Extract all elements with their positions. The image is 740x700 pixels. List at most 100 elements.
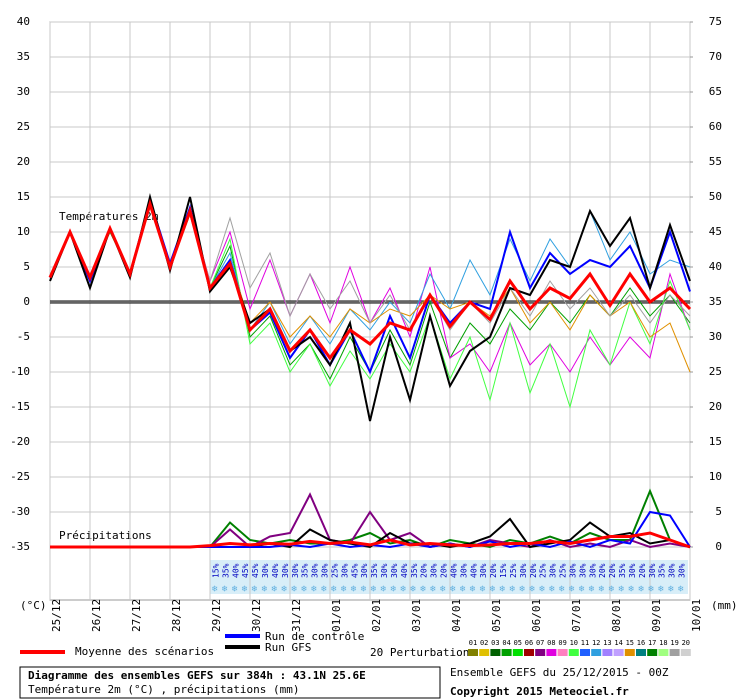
snow-icon: ❄ <box>638 585 644 595</box>
y-tick-label: 15 <box>17 190 30 203</box>
x-tick-label: 07/01 <box>570 599 583 632</box>
precip-probability: 30% <box>479 563 488 578</box>
snow-icon: ❄ <box>500 585 506 595</box>
perturbation-swatch <box>535 649 546 656</box>
snow-icon: ❄ <box>450 585 456 595</box>
precip-probability: 30% <box>281 563 290 578</box>
y2-tick-label: 75 <box>709 15 722 28</box>
precip-probability: 40% <box>271 563 280 578</box>
precip-probability: 20% <box>529 563 538 578</box>
x-tick-label: 31/12 <box>290 599 303 632</box>
perturbation-number: 19 <box>670 639 678 647</box>
snow-icon: ❄ <box>579 585 585 595</box>
y-tick-label: 10 <box>17 225 30 238</box>
snow-icon: ❄ <box>311 585 317 595</box>
y2-tick-label: 10 <box>709 470 722 483</box>
perturbation-swatch <box>591 649 602 656</box>
x-tick-label: 29/12 <box>210 599 223 632</box>
precip-probability: 25% <box>559 563 568 578</box>
y2-tick-label: 65 <box>709 85 722 98</box>
x-tick-label: 03/01 <box>410 599 423 632</box>
precip-probability: 35% <box>658 563 667 578</box>
snow-icon: ❄ <box>381 585 387 595</box>
snow-icon: ❄ <box>668 585 674 595</box>
snow-icon: ❄ <box>321 585 327 595</box>
temperature-line <box>48 198 692 361</box>
snow-icon: ❄ <box>609 585 615 595</box>
perturbation-swatch <box>568 649 579 656</box>
snow-icon: ❄ <box>559 585 565 595</box>
y-tick-label: -20 <box>10 435 30 448</box>
snow-icon: ❄ <box>301 585 307 595</box>
perturbation-number: 14 <box>614 639 622 647</box>
precip-probability: 30% <box>321 563 330 578</box>
snow-icon: ❄ <box>628 585 634 595</box>
perturbation-number: 05 <box>514 639 522 647</box>
x-tick-label: 28/12 <box>170 599 183 632</box>
snow-icon: ❄ <box>242 585 248 595</box>
precip-probability: 30% <box>390 563 399 578</box>
precip-probability: 20% <box>440 563 449 578</box>
copyright: Copyright 2015 Meteociel.fr <box>450 685 629 698</box>
x-tick-label: 05/01 <box>490 599 503 632</box>
snow-icon: ❄ <box>490 585 496 595</box>
x-tick-label: 08/01 <box>610 599 623 632</box>
y-tick-label: 25 <box>17 120 30 133</box>
y-tick-label: -30 <box>10 505 30 518</box>
y2-tick-label: 0 <box>715 540 722 553</box>
snow-icon: ❄ <box>460 585 466 595</box>
precip-probability: 30% <box>261 563 270 578</box>
y2-tick-label: 40 <box>709 260 722 273</box>
y2-tick-label: 55 <box>709 155 722 168</box>
precip-probability: 35% <box>618 563 627 578</box>
precip-probability: 30% <box>459 563 468 578</box>
snow-icon: ❄ <box>281 585 287 595</box>
perturbation-swatch <box>546 649 557 656</box>
y2-tick-label: 5 <box>715 505 722 518</box>
precip-probability: 30% <box>568 563 577 578</box>
y-tick-label: 20 <box>17 155 30 168</box>
snow-icon: ❄ <box>212 585 218 595</box>
precip-probability: 30% <box>519 563 528 578</box>
snow-icon: ❄ <box>252 585 258 595</box>
precip-probability: 35% <box>301 563 310 578</box>
y2-tick-label: 60 <box>709 120 722 133</box>
snow-icon: ❄ <box>420 585 426 595</box>
snow-icon: ❄ <box>678 585 684 595</box>
perturbation-swatch <box>602 649 613 656</box>
y-tick-label: -15 <box>10 400 30 413</box>
precip-probability: 40% <box>449 563 458 578</box>
precip-probability: 15% <box>499 563 508 578</box>
precip-probability: 30% <box>588 563 597 578</box>
snow-icon: ❄ <box>430 585 436 595</box>
snow-icon: ❄ <box>271 585 277 595</box>
perturbation-swatch <box>512 649 523 656</box>
y-tick-label: 5 <box>23 260 30 273</box>
snow-icon: ❄ <box>371 585 377 595</box>
perturbation-title: 20 Perturbations <box>370 646 476 659</box>
perturbation-number: 01 <box>469 639 477 647</box>
precip-probability: 30% <box>291 563 300 578</box>
precip-probability: 20% <box>598 563 607 578</box>
y-tick-label: 0 <box>23 295 30 308</box>
perturbation-swatch <box>647 649 658 656</box>
precip-probability: 25% <box>539 563 548 578</box>
precip-probability: 30% <box>578 563 587 578</box>
precip-probability: 20% <box>420 563 429 578</box>
y-tick-label: 40 <box>17 15 30 28</box>
snow-icon: ❄ <box>470 585 476 595</box>
x-tick-label: 30/12 <box>250 599 263 632</box>
precip-probability: 30% <box>340 563 349 578</box>
perturbation-swatch <box>501 649 512 656</box>
perturbation-number: 15 <box>626 639 634 647</box>
perturbation-number: 17 <box>648 639 656 647</box>
temperature-label: Températures 2m <box>59 210 159 223</box>
snow-icon: ❄ <box>341 585 347 595</box>
perturbation-number: 06 <box>525 639 533 647</box>
snow-icon: ❄ <box>599 585 605 595</box>
snow-icon: ❄ <box>589 585 595 595</box>
precip-probability: 35% <box>221 563 230 578</box>
y-tick-label: -25 <box>10 470 30 483</box>
y2-tick-label: 20 <box>709 400 722 413</box>
perturbation-number: 11 <box>581 639 589 647</box>
